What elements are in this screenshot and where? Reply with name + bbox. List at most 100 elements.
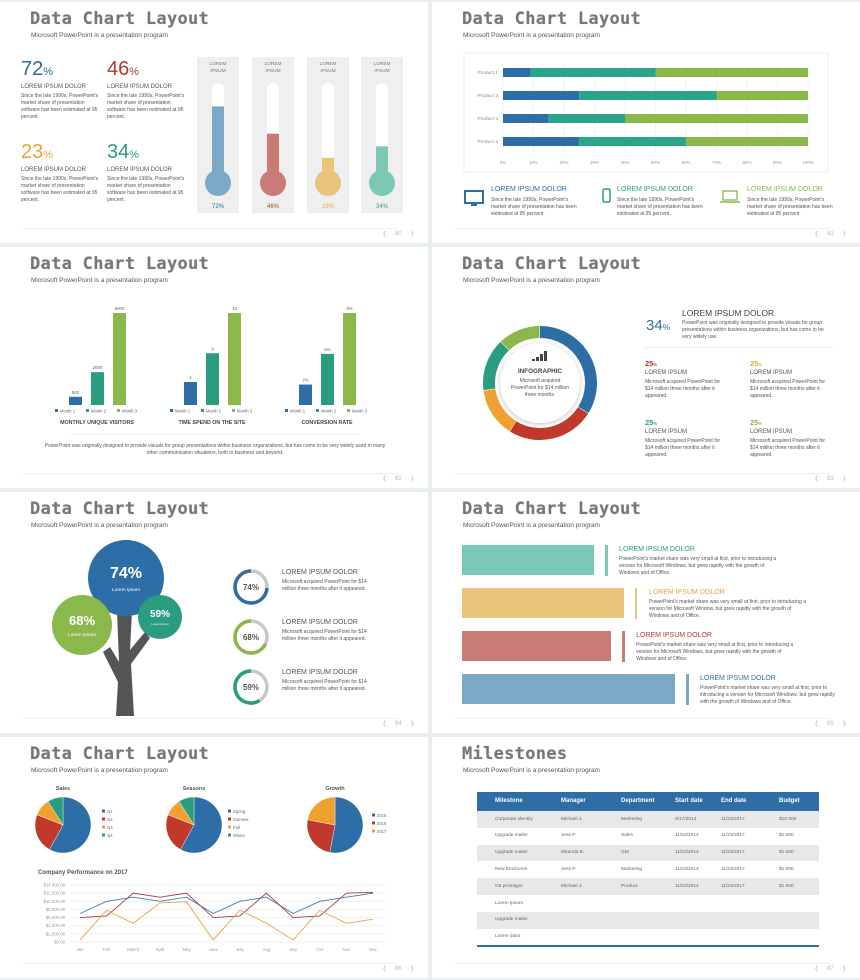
column-bar (69, 396, 82, 405)
value-number: 25 (645, 418, 654, 427)
footer-divider (22, 963, 398, 964)
monitor-screen (464, 190, 484, 204)
prev-page-icon[interactable]: ❬ (382, 721, 388, 727)
horizontal-bar (462, 588, 624, 618)
slide-horizontal-bars: Data Chart Layout Microsoft PowerPoint is… (432, 492, 860, 733)
page-navigation: ❬ 84 ❭ (378, 720, 419, 728)
next-page-icon[interactable]: ❭ (841, 476, 847, 482)
prev-page-icon[interactable]: ❬ (814, 966, 820, 972)
value-unit: % (662, 323, 671, 332)
bar-heading: LOREM IPSUM DOLOR (619, 546, 695, 553)
block-heading: LOREM IPSUM (645, 429, 688, 435)
bar-segment (503, 137, 580, 146)
next-page-icon[interactable]: ❭ (841, 231, 847, 237)
next-page-icon[interactable]: ❭ (409, 476, 415, 482)
table-row: Corporate identity Michael J. Marketing 9/1… (477, 811, 819, 828)
y-tick-label: $8,000.00 (46, 907, 66, 912)
table-cell: GM (621, 850, 629, 856)
next-page-icon[interactable]: ❭ (409, 231, 415, 237)
bar-segment (579, 91, 717, 100)
feature-heading: LOREM IPSUM DOLOR (617, 186, 693, 193)
slide-subtitle: Microsoft PowerPoint is a presentation p… (31, 277, 168, 284)
table-cell: Upgrade mailer (495, 833, 528, 839)
slide-subtitle: Microsoft PowerPoint is a presentation p… (463, 277, 600, 284)
footer-divider (22, 228, 398, 229)
pie-slice (49, 796, 92, 854)
signal-bar (540, 354, 543, 361)
line-series (79, 892, 374, 915)
footer-divider (454, 718, 830, 719)
prev-page-icon[interactable]: ❬ (814, 721, 820, 727)
bar-heading: LOREM IPSUM DOLOR (636, 632, 712, 639)
column-bar (184, 382, 197, 405)
column-header: Budget (779, 798, 800, 804)
column-bar (113, 313, 126, 405)
y-tick-label: $14,000.00 (43, 883, 65, 888)
table-cell: Miranda B. (561, 850, 585, 856)
prev-page-icon[interactable]: ❬ (814, 231, 820, 237)
page-number: 87 (827, 966, 834, 972)
column-bar (299, 384, 312, 405)
legend-label: Spring (233, 809, 246, 814)
table-cell: Michael J. (561, 816, 583, 822)
ring-progress (233, 669, 261, 705)
legend-label: Month 1 (60, 408, 76, 413)
legend-swatch (372, 829, 375, 833)
next-page-icon[interactable]: ❭ (409, 966, 415, 972)
legend-swatch (228, 809, 231, 813)
prev-page-icon[interactable]: ❬ (382, 476, 388, 482)
next-page-icon[interactable]: ❭ (841, 721, 847, 727)
column-data-label: 2000 (93, 365, 103, 370)
infographic-text: Microsoft acquired PowerPoint for $14 mi… (510, 378, 570, 398)
stat-percent: 23% (21, 141, 53, 166)
prev-page-icon[interactable]: ❬ (382, 231, 388, 237)
table-cell: Marketing (621, 816, 643, 822)
slide-milestones: Milestones Microsoft PowerPoint is a pres… (432, 737, 860, 978)
page-navigation: ❬ 81 ❭ (810, 230, 851, 238)
column-header: Manager (561, 798, 586, 804)
slide-infographic-donut: Data Chart Layout Microsoft PowerPoint is… (432, 247, 860, 488)
footer-divider (454, 473, 830, 474)
infographic-title: INFOGRAPHIC (517, 368, 563, 375)
x-tick-label: 40% (620, 160, 629, 165)
table-cell: Sales (621, 833, 633, 839)
y-tick-label: $12,000.00 (43, 891, 65, 896)
column-data-label: 4 (189, 375, 192, 380)
next-page-icon[interactable]: ❭ (409, 721, 415, 727)
value-unit: % (129, 149, 140, 161)
prev-page-icon[interactable]: ❬ (814, 476, 820, 482)
x-tick-label: 70% (712, 160, 721, 165)
footer-divider (454, 963, 830, 964)
tree-circle-label: Lorem Ipsum (151, 622, 169, 626)
legend-label: 2017 (377, 829, 387, 834)
category-label: Product 4 (477, 139, 498, 145)
bar-accent-line (634, 588, 638, 619)
bar-segment (503, 114, 549, 123)
legend-label: Q4 (107, 833, 113, 838)
legend-label: Q2 (107, 817, 113, 822)
ring-heading: LOREM IPSUM DOLOR (282, 669, 358, 676)
chart-title: MONTHLY UNIQUE VISITORS (60, 420, 134, 426)
table-cell: $1 000 (779, 866, 794, 872)
legend-swatch (86, 409, 89, 412)
table-cell: $1 000 (779, 850, 794, 856)
pie-slice (306, 819, 336, 853)
ring-progress (233, 569, 269, 605)
table-row: Upgrade mailer (477, 911, 819, 929)
x-tick-label: 30% (590, 160, 599, 165)
table-cell: 11/23/2014 (675, 833, 699, 839)
block-heading: LOREM IPSUM (750, 370, 793, 376)
pie-title: Seasons (183, 786, 206, 792)
column-header: Milestone (495, 798, 523, 804)
x-tick-label: 80% (742, 160, 751, 165)
x-tick-label: March (127, 947, 140, 952)
column-header: Start date (675, 798, 703, 804)
column-data-label: 2% (302, 378, 308, 383)
legend-label: Q1 (107, 809, 113, 814)
value-number: 34 (107, 141, 130, 163)
page-navigation: ❬ 85 ❭ (810, 720, 851, 728)
prev-page-icon[interactable]: ❬ (382, 966, 388, 972)
next-page-icon[interactable]: ❭ (841, 966, 847, 972)
block-description: Microsoft acquired PowerPoint for $14 mi… (645, 438, 721, 458)
thermometer-value: 72% (212, 204, 225, 210)
